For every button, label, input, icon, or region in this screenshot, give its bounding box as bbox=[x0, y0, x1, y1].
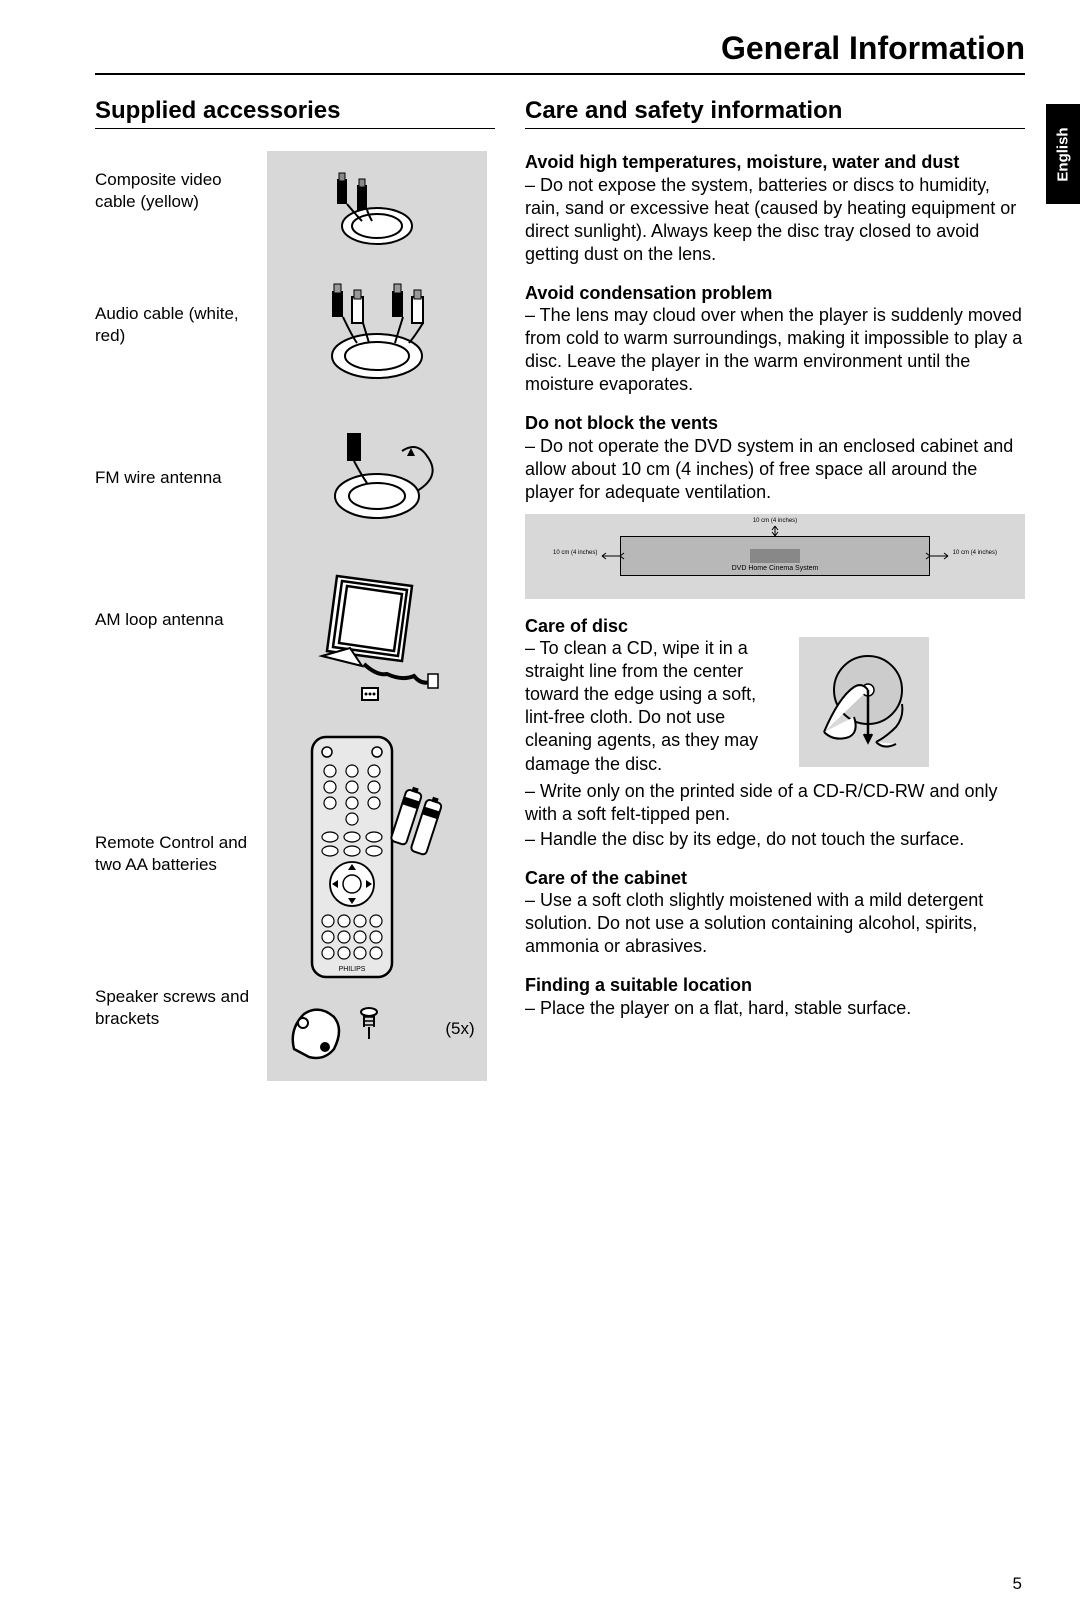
language-label: English bbox=[1055, 127, 1072, 181]
subheading: Avoid high temperatures, moisture, water… bbox=[525, 151, 1025, 174]
remote-control-icon: PHILIPS bbox=[275, 721, 479, 996]
body-text: – To clean a CD, wipe it in a straight l… bbox=[525, 637, 785, 775]
accessory-images-panel: PHILIPS bbox=[267, 151, 487, 1081]
body-text: – Handle the disc by its edge, do not to… bbox=[525, 828, 1025, 851]
qty-label: (5x) bbox=[445, 1019, 474, 1039]
composite-cable-icon bbox=[275, 161, 479, 271]
accessory-labels: Composite video cable (yellow) Audio cab… bbox=[95, 151, 255, 1081]
language-tab: English bbox=[1046, 104, 1080, 204]
care-heading: Care and safety information bbox=[525, 97, 1025, 129]
ventilation-figure: 10 cm (4 inches) 10 cm (4 inches) 10 cm … bbox=[525, 514, 1025, 599]
accessory-label: Audio cable (white, red) bbox=[95, 303, 255, 347]
disc-wipe-icon bbox=[799, 637, 929, 767]
svg-text:PHILIPS: PHILIPS bbox=[339, 966, 366, 973]
accessories-wrap: Composite video cable (yellow) Audio cab… bbox=[95, 151, 495, 1081]
page-title: General Information bbox=[95, 30, 1025, 75]
brackets-screws-icon: (5x) bbox=[275, 996, 479, 1071]
accessory-label: FM wire antenna bbox=[95, 467, 255, 489]
left-column: Supplied accessories Composite video cab… bbox=[95, 97, 495, 1081]
right-column: Care and safety information Avoid high t… bbox=[525, 97, 1025, 1081]
disc-care-row: – To clean a CD, wipe it in a straight l… bbox=[525, 637, 1025, 775]
subheading: Do not block the vents bbox=[525, 412, 1025, 435]
subheading: Finding a suitable location bbox=[525, 974, 1025, 997]
accessory-label: Composite video cable (yellow) bbox=[95, 169, 255, 213]
body-text: – Use a soft cloth slightly moistened wi… bbox=[525, 889, 1025, 958]
accessories-heading: Supplied accessories bbox=[95, 97, 495, 129]
subheading: Care of the cabinet bbox=[525, 867, 1025, 890]
body-text: – Place the player on a flat, hard, stab… bbox=[525, 997, 1025, 1020]
subheading: Care of disc bbox=[525, 615, 1025, 638]
am-loop-antenna-icon bbox=[275, 551, 479, 721]
accessory-label: Remote Control and two AA batteries bbox=[95, 832, 255, 876]
fm-antenna-icon bbox=[275, 411, 479, 551]
main-columns: Supplied accessories Composite video cab… bbox=[95, 97, 1025, 1081]
accessory-label: AM loop antenna bbox=[95, 609, 255, 631]
body-text: – Do not operate the DVD system in an en… bbox=[525, 435, 1025, 504]
body-text: – Write only on the printed side of a CD… bbox=[525, 780, 1025, 826]
body-text: – Do not expose the system, batteries or… bbox=[525, 174, 1025, 266]
audio-cable-icon bbox=[275, 271, 479, 411]
subheading: Avoid condensation problem bbox=[525, 282, 1025, 305]
body-text: – The lens may cloud over when the playe… bbox=[525, 304, 1025, 396]
accessory-label: Speaker screws and brackets bbox=[95, 986, 255, 1030]
page-number: 5 bbox=[1013, 1574, 1022, 1594]
